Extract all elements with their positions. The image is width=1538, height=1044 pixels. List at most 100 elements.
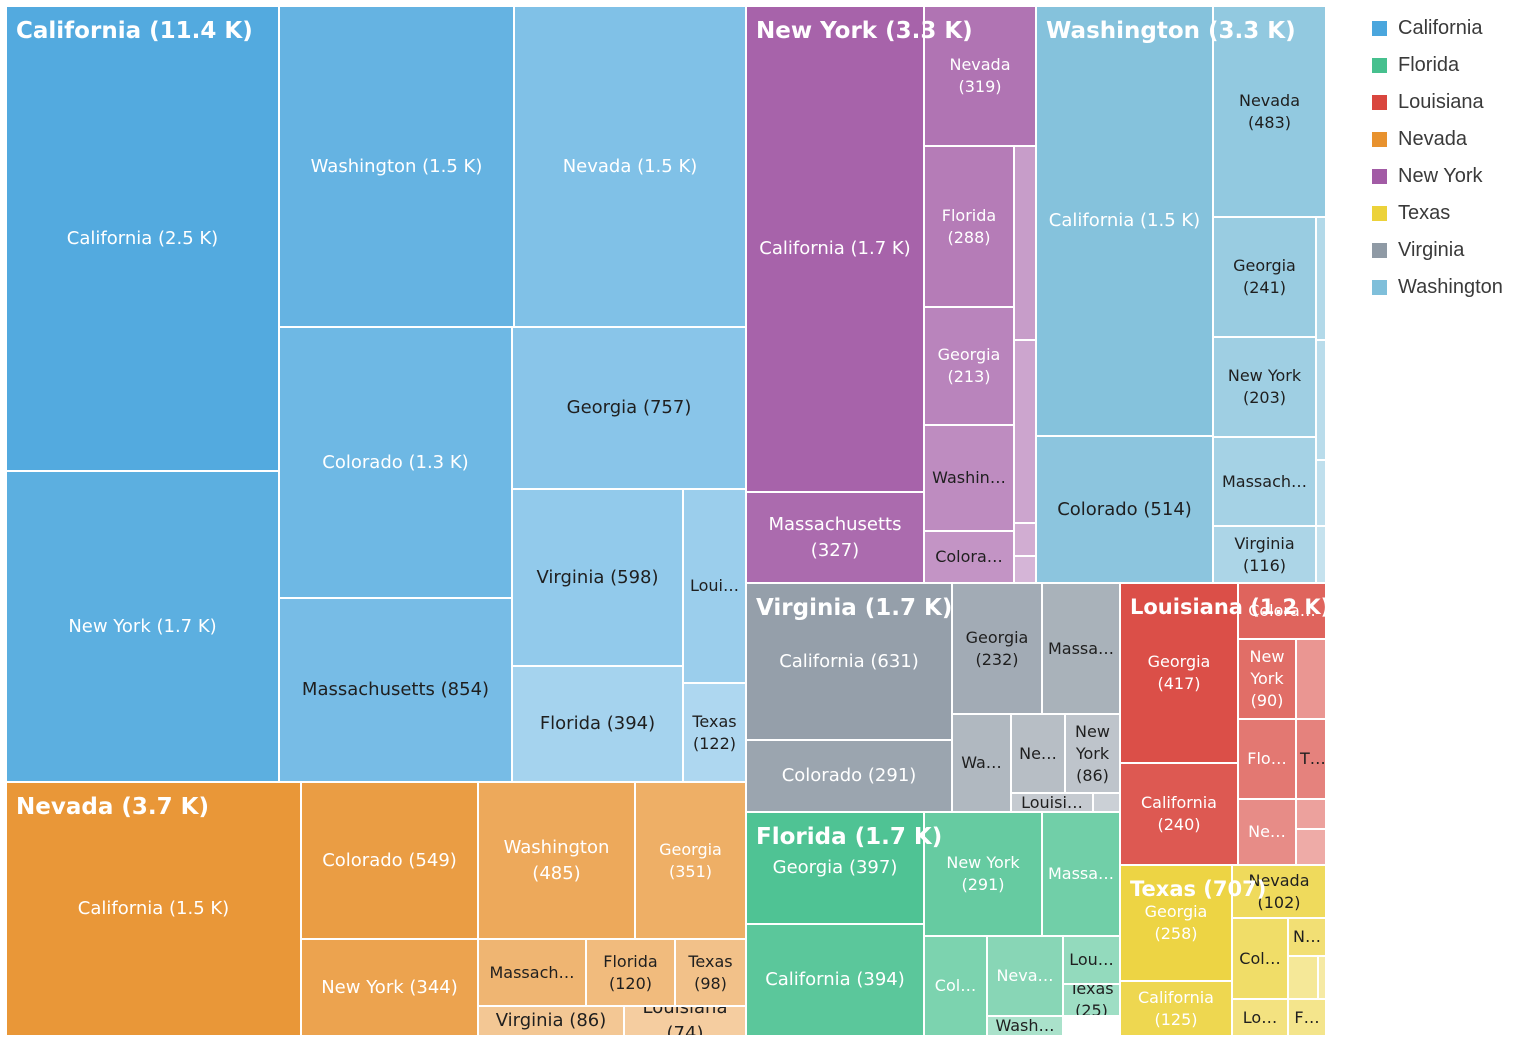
treemap-cell[interactable]: California (125) <box>1120 981 1232 1036</box>
treemap-cell[interactable]: Washin… <box>924 425 1014 531</box>
treemap-cell[interactable]: Col… <box>1232 918 1288 999</box>
treemap-cell[interactable]: Florida (288) <box>924 146 1014 307</box>
treemap-cell[interactable]: Lou… <box>1063 936 1120 984</box>
treemap-cell[interactable]: Texas (122) <box>683 683 746 782</box>
treemap-cell[interactable]: Georgia (241) <box>1213 217 1316 337</box>
treemap-cell[interactable] <box>1014 340 1036 523</box>
treemap-cell[interactable] <box>1296 639 1326 719</box>
legend-item-nevada[interactable]: Nevada <box>1372 121 1503 158</box>
treemap-cell[interactable] <box>1288 956 1318 999</box>
treemap-cell[interactable] <box>1296 799 1326 829</box>
treemap-cell[interactable]: Nevada (483) <box>1213 6 1326 217</box>
treemap-cell[interactable]: F… <box>1288 999 1326 1036</box>
treemap-cell[interactable] <box>1316 526 1326 583</box>
treemap-cell[interactable]: Virginia (116) <box>1213 526 1316 583</box>
treemap-cell-label: Nevada (1.5 K) <box>562 155 698 177</box>
treemap-cell[interactable]: Massach… <box>478 939 586 1006</box>
treemap-cell[interactable]: Wa… <box>952 714 1011 812</box>
treemap-cell[interactable]: Nevada (319) <box>924 6 1036 146</box>
legend-item-florida[interactable]: Florida <box>1372 47 1503 84</box>
treemap-cell[interactable]: Washington (1.5 K) <box>279 6 514 327</box>
treemap-cell[interactable]: Texas (25) <box>1063 984 1120 1016</box>
treemap-cell[interactable]: N… <box>1288 918 1326 956</box>
treemap-cell[interactable]: California (240) <box>1120 763 1238 865</box>
treemap-cell-label: Massachusetts (854) <box>301 679 490 700</box>
treemap-cell[interactable]: Massach… <box>1213 437 1316 526</box>
treemap-cell[interactable]: California (394) <box>746 924 924 1036</box>
treemap-cell[interactable]: Ne… <box>1011 714 1065 793</box>
treemap-cell[interactable]: Virginia (86) <box>478 1006 624 1036</box>
treemap-cell[interactable]: Georgia (213) <box>924 307 1014 425</box>
treemap-cell[interactable]: California (631) <box>746 583 952 740</box>
treemap-cell[interactable]: T… <box>1296 719 1326 799</box>
treemap-cell[interactable]: Flo… <box>1238 719 1296 799</box>
treemap-cell[interactable]: Virginia (598) <box>512 489 683 666</box>
treemap-cell-label: Colorado (291) <box>781 765 917 786</box>
treemap-cell[interactable] <box>1296 829 1326 865</box>
legend-item-washington[interactable]: Washington <box>1372 269 1503 306</box>
treemap-cell-label: Colorado (549) <box>322 849 457 871</box>
legend-item-california[interactable]: California <box>1372 10 1503 47</box>
treemap-cell[interactable] <box>1014 523 1036 556</box>
treemap-cell[interactable] <box>1316 217 1326 340</box>
treemap-cell[interactable]: Nevada (1.5 K) <box>514 6 746 327</box>
treemap-cell[interactable]: Georgia (397) <box>746 812 924 924</box>
treemap-cell-label: Massach… <box>1221 471 1308 491</box>
treemap-cell[interactable]: New York (291) <box>924 812 1042 936</box>
legend-swatch <box>1372 243 1387 258</box>
treemap-cell[interactable]: Lo… <box>1232 999 1288 1036</box>
treemap-cell[interactable]: Louisi… <box>1011 793 1093 812</box>
treemap-cell[interactable]: Col… <box>924 936 987 1036</box>
treemap-cell[interactable]: New York (203) <box>1213 337 1316 437</box>
treemap-cell-label: F… <box>1294 1007 1320 1027</box>
treemap-cell[interactable] <box>1316 340 1326 460</box>
legend-item-new-york[interactable]: New York <box>1372 158 1503 195</box>
treemap-cell[interactable]: California (1.7 K) <box>746 6 924 492</box>
treemap-cell[interactable]: Florida (120) <box>586 939 675 1006</box>
treemap-cell[interactable]: Colorado (1.3 K) <box>279 327 512 598</box>
legend-item-louisiana[interactable]: Louisiana <box>1372 84 1503 121</box>
treemap-cell[interactable]: Neva… <box>987 936 1063 1016</box>
treemap-cell[interactable]: New York (344) <box>301 939 478 1036</box>
treemap-cell[interactable] <box>1316 460 1326 526</box>
treemap-cell[interactable] <box>1014 556 1036 583</box>
treemap-cell[interactable]: Florida (394) <box>512 666 683 782</box>
treemap-cell[interactable]: New York (86) <box>1065 714 1120 793</box>
treemap-cell[interactable]: Georgia (757) <box>512 327 746 489</box>
legend-item-virginia[interactable]: Virginia <box>1372 232 1503 269</box>
treemap-cell[interactable]: Nevada (102) <box>1232 865 1326 918</box>
treemap-cell[interactable] <box>1014 146 1036 340</box>
treemap-cell[interactable]: Louisiana (74) <box>624 1006 746 1036</box>
treemap-cell[interactable]: Wash… <box>987 1016 1063 1036</box>
treemap-cell[interactable]: Massa… <box>1042 583 1120 714</box>
treemap-cell[interactable]: Colora… <box>924 531 1014 583</box>
treemap-cell[interactable]: Georgia (417) <box>1120 583 1238 763</box>
treemap-cell[interactable]: Colorado (514) <box>1036 436 1213 583</box>
treemap-cell[interactable]: Georgia (258) <box>1120 865 1232 981</box>
treemap-cell[interactable]: Loui… <box>683 489 746 683</box>
treemap-cell[interactable]: California (1.5 K) <box>6 782 301 1036</box>
treemap-cell[interactable] <box>1093 793 1120 812</box>
treemap-cell[interactable]: Massachusetts (854) <box>279 598 512 782</box>
treemap-cell[interactable] <box>1318 956 1326 999</box>
treemap-cell[interactable]: Ne… <box>1238 799 1296 865</box>
treemap-cell[interactable]: New York (1.7 K) <box>6 471 279 782</box>
treemap-cell-label: Georgia (351) <box>659 839 722 881</box>
treemap-cell[interactable]: Texas (98) <box>675 939 746 1006</box>
treemap-cell-label: New York (203) <box>1227 366 1302 407</box>
treemap-cell[interactable]: Massa… <box>1042 812 1120 936</box>
treemap-cell[interactable]: Georgia (232) <box>952 583 1042 714</box>
treemap-cell[interactable]: California (2.5 K) <box>6 6 279 471</box>
treemap-cell-label: Col… <box>1239 948 1281 968</box>
treemap-cell[interactable]: California (1.5 K) <box>1036 6 1213 436</box>
treemap-cell[interactable]: Georgia (351) <box>635 782 746 939</box>
treemap-cell[interactable]: New York (90) <box>1238 639 1296 719</box>
treemap-cell[interactable]: Colorado (549) <box>301 782 478 939</box>
treemap-cell-label: Georgia (757) <box>566 397 692 418</box>
treemap-cell-label: Colorado (514) <box>1057 498 1192 520</box>
treemap-cell[interactable]: Washington (485) <box>478 782 635 939</box>
treemap-cell[interactable]: Massachusetts (327) <box>746 492 924 583</box>
legend-item-texas[interactable]: Texas <box>1372 195 1503 232</box>
treemap-cell[interactable]: Colora… <box>1238 583 1326 639</box>
treemap-cell[interactable]: Colorado (291) <box>746 740 952 812</box>
